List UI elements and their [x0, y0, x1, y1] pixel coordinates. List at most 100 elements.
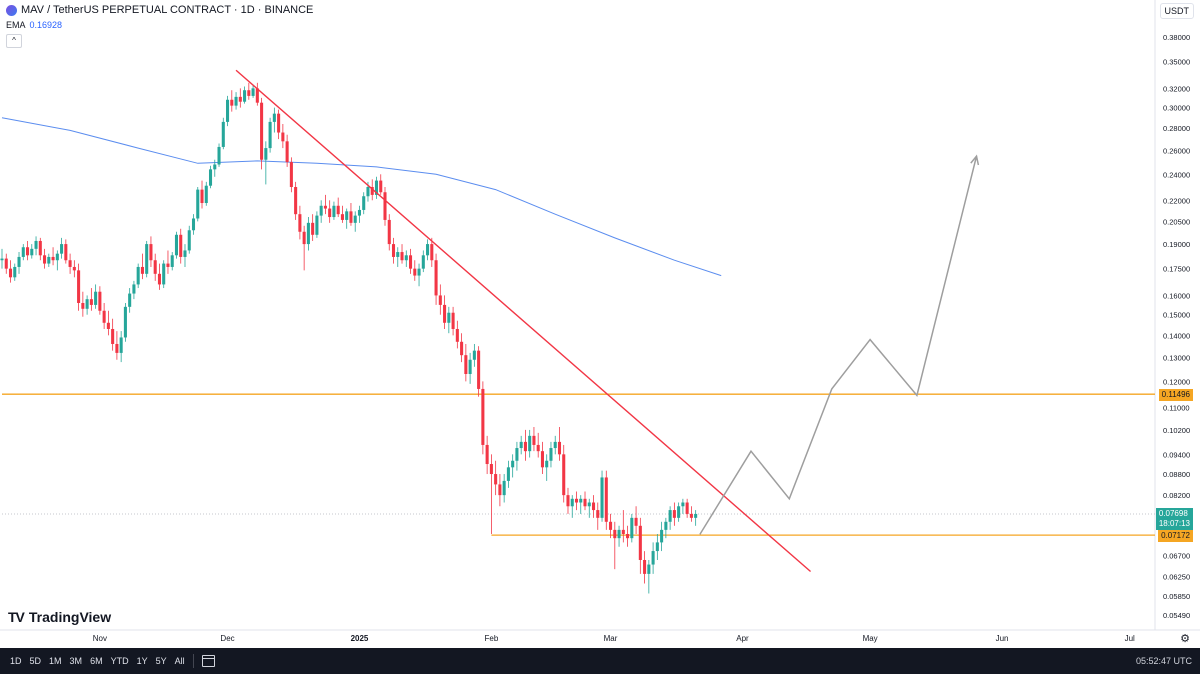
candle: [604, 470, 608, 530]
candle-body: [519, 441, 523, 449]
candle-body: [413, 268, 417, 276]
timeframe-all[interactable]: All: [174, 656, 185, 666]
candle-body: [340, 214, 344, 220]
candle-body: [404, 255, 408, 261]
candle: [587, 498, 591, 518]
candle-body: [536, 444, 540, 452]
candle: [64, 239, 68, 264]
collapse-legend-button[interactable]: ^: [6, 34, 22, 48]
candle: [447, 306, 451, 334]
candle: [651, 542, 655, 574]
candle: [277, 109, 281, 140]
candle-body: [47, 256, 51, 264]
candle-body: [451, 312, 455, 329]
candle-body: [281, 132, 285, 142]
candle: [455, 320, 459, 349]
time-axis-tick: Mar: [604, 634, 618, 643]
candle: [545, 454, 549, 481]
candle: [77, 263, 81, 311]
candle: [226, 95, 230, 127]
price-axis-tick: 0.12000: [1163, 377, 1190, 386]
candle-body: [285, 141, 289, 163]
candle: [166, 250, 170, 274]
candle-body: [600, 477, 604, 518]
timeframe-1m[interactable]: 1M: [49, 656, 62, 666]
candle-body: [191, 218, 196, 231]
candle-body: [655, 542, 659, 552]
settings-icon[interactable]: ⚙: [1180, 633, 1190, 645]
candle: [485, 435, 489, 475]
candle: [664, 517, 668, 539]
candle: [434, 253, 438, 305]
candle: [681, 498, 685, 514]
calendar-range-icon[interactable]: [201, 655, 215, 667]
candle: [200, 180, 204, 209]
candle: [289, 157, 293, 193]
candle-body: [400, 252, 404, 261]
candle: [255, 82, 259, 106]
ema-legend[interactable]: EMA 0.16928: [6, 20, 62, 30]
candle-body: [672, 510, 676, 518]
candle: [655, 533, 659, 560]
candle-body: [217, 146, 221, 165]
candle: [519, 435, 523, 455]
candle: [208, 165, 213, 189]
time-axis-tick: Feb: [484, 634, 498, 643]
candle-body: [502, 480, 506, 496]
timeframe-ytd[interactable]: YTD: [110, 656, 129, 666]
candle-body: [102, 310, 106, 323]
candle: [264, 141, 268, 185]
timeframe-6m[interactable]: 6M: [90, 656, 103, 666]
candle-body: [238, 96, 242, 102]
candle-body: [528, 435, 532, 452]
candle: [417, 263, 421, 287]
candle: [438, 284, 442, 315]
current-price-tag: 0.07698 18:07:13: [1155, 508, 1193, 530]
candle-body: [540, 451, 544, 468]
candle: [38, 237, 42, 261]
candle-body: [111, 328, 115, 344]
timeframe-3m[interactable]: 3M: [69, 656, 83, 666]
candle: [238, 88, 242, 108]
candle: [413, 260, 417, 281]
candle: [511, 454, 515, 478]
price-axis-tick: 0.11000: [1163, 403, 1190, 412]
price-axis-tick: 0.15000: [1163, 311, 1190, 320]
candle-body: [553, 441, 557, 449]
candle-body: [604, 477, 608, 522]
candle-body: [345, 211, 349, 220]
candle-body: [30, 248, 34, 256]
currency-selector[interactable]: USDT: [1159, 3, 1194, 19]
candle-body: [187, 230, 191, 251]
candle-body: [89, 299, 93, 305]
utc-clock[interactable]: 05:52:47 UTC: [1135, 656, 1192, 666]
candle: [532, 427, 536, 452]
price-axis-tick: 0.14000: [1163, 331, 1190, 340]
tradingview-logo[interactable]: TV TradingView: [8, 609, 111, 625]
candle: [694, 510, 698, 526]
timeframe-5d[interactable]: 5D: [29, 656, 42, 666]
timeframe-1y[interactable]: 1Y: [136, 656, 148, 666]
price-axis-tick: 0.09400: [1163, 450, 1190, 459]
candle: [477, 346, 481, 397]
candle: [481, 381, 485, 455]
candle: [630, 513, 634, 543]
candle: [230, 90, 234, 112]
price-axis-tick: 0.26000: [1163, 146, 1190, 155]
candle: [579, 495, 583, 514]
candle: [268, 117, 272, 153]
candle: [328, 200, 332, 223]
timeframe-1d[interactable]: 1D: [10, 656, 22, 666]
candle-body: [119, 337, 123, 353]
candle-body: [336, 205, 340, 215]
candle: [600, 470, 604, 522]
candle-body: [494, 474, 498, 485]
candle: [302, 225, 306, 271]
candle: [183, 244, 187, 267]
candle-body: [383, 192, 387, 220]
candle-body: [255, 88, 259, 103]
candle: [362, 192, 366, 215]
candle: [621, 510, 625, 543]
timeframe-5y[interactable]: 5Y: [155, 656, 167, 666]
